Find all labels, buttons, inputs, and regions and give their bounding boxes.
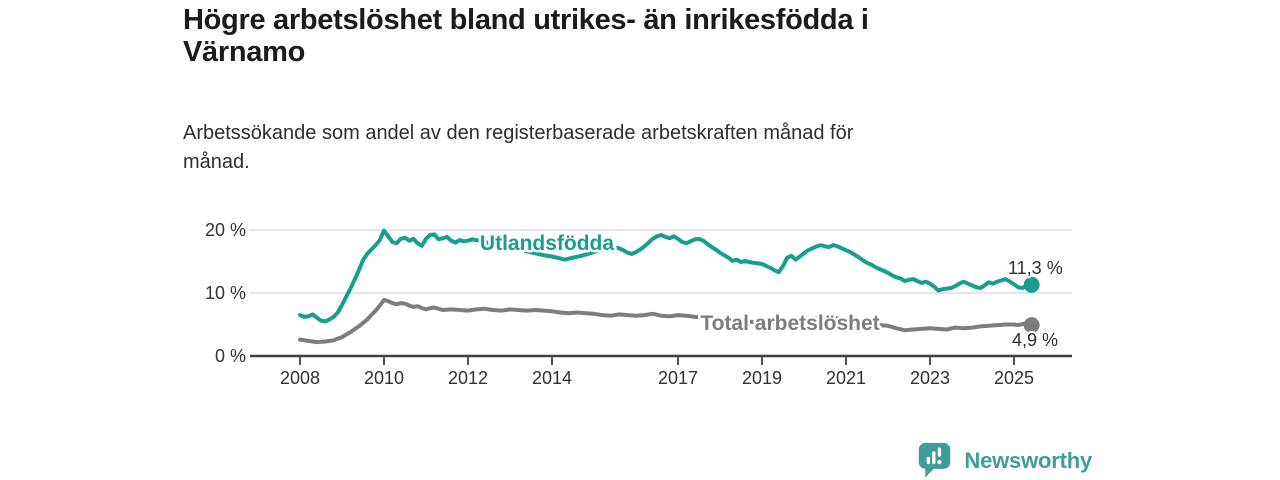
page-title: Högre arbetslöshet bland utrikes- än inr… (183, 4, 869, 69)
newsworthy-logo: Newsworthy (916, 441, 1092, 480)
series-end-value-total: 4,9 % (1012, 330, 1058, 350)
y-tick-label: 20 % (205, 220, 246, 240)
newsworthy-logo-text: Newsworthy (964, 447, 1092, 473)
series-label-total: Total arbetslöshet (700, 312, 879, 335)
x-tick-label: 2019 (742, 368, 782, 388)
y-tick-label: 0 % (215, 346, 246, 366)
series-end-dot-total (1023, 317, 1040, 334)
x-tick-label: 2023 (910, 368, 950, 388)
bar-chart-speech-bubble-icon (919, 442, 951, 478)
series-line-utlandsfodda (298, 228, 1034, 324)
y-tick-label: 10 % (205, 283, 246, 303)
series-line-total (298, 297, 1034, 345)
x-tick-label: 2025 (994, 368, 1034, 388)
x-tick-label: 2012 (448, 368, 488, 388)
series-label-utlandsfodda: Utlandsfödda (480, 232, 614, 255)
x-tick-label: 2017 (658, 368, 698, 388)
page-subtitle: Arbetssökande som andel av den registerb… (183, 122, 854, 174)
x-tick-label: 2008 (280, 368, 320, 388)
series-end-value-utlandsfodda: 11,3 % (1008, 258, 1063, 278)
series-end-dot-utlandsfodda (1023, 276, 1040, 293)
x-tick-label: 2021 (826, 368, 866, 388)
x-tick-label: 2010 (364, 368, 404, 388)
x-tick-label: 2014 (532, 368, 572, 388)
